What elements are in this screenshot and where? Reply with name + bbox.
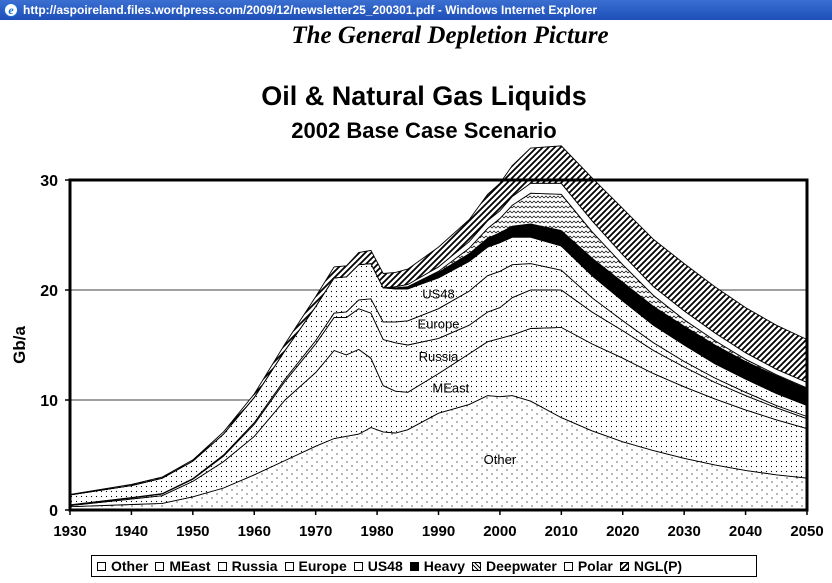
x-tick-label: 2020	[606, 523, 639, 540]
legend-label: NGL(P)	[633, 558, 683, 574]
legend-swatch	[409, 561, 419, 571]
region-label-russia: Russia	[419, 349, 460, 364]
legend-item-meast: MEast	[155, 558, 211, 574]
legend-label: Russia	[231, 558, 278, 574]
y-tick-label: 30	[40, 173, 58, 190]
legend-swatch	[353, 561, 363, 571]
region-label-europe: Europe	[418, 317, 460, 332]
legend-swatch	[155, 561, 165, 571]
legend-label: US48	[367, 558, 403, 574]
x-tick-label: 2040	[729, 523, 762, 540]
legend-swatch	[97, 561, 106, 571]
legend-swatch	[619, 561, 629, 571]
legend-item-russia: Russia	[217, 558, 278, 574]
x-tick-label: 1970	[299, 523, 332, 540]
x-tick-label: 1980	[360, 523, 393, 540]
legend-item-ngl-p-: NGL(P)	[619, 558, 683, 574]
legend-item-europe: Europe	[284, 558, 347, 574]
legend-label: Other	[111, 558, 149, 574]
y-tick-label: 0	[49, 503, 58, 520]
x-tick-label: 2030	[667, 523, 700, 540]
legend-label: Heavy	[423, 558, 466, 574]
x-tick-label: 1960	[238, 523, 271, 540]
legend-swatch	[284, 561, 294, 571]
y-tick-label: 20	[40, 283, 58, 300]
legend-swatch	[472, 561, 482, 571]
window-titlebar: e http://aspoireland.files.wordpress.com…	[0, 0, 832, 20]
x-tick-label: 2010	[545, 523, 578, 540]
legend-label: Europe	[298, 558, 347, 574]
legend-swatch	[217, 561, 227, 571]
legend-item-us48: US48	[353, 558, 403, 574]
chart-legend: Other MEast Russia Europe US48 Heavy Deepwater…	[91, 555, 757, 577]
chart-title: Oil & Natural Gas Liquids	[261, 81, 587, 111]
legend-label: Polar	[577, 558, 613, 574]
chart-subtitle: 2002 Base Case Scenario	[291, 118, 557, 143]
legend-item-heavy: Heavy	[409, 558, 466, 574]
x-tick-label: 1940	[115, 523, 148, 540]
legend-label: MEast	[169, 558, 211, 574]
legend-label: Deepwater	[486, 558, 557, 574]
svg-text:e: e	[8, 3, 14, 17]
x-tick-label: 2050	[790, 523, 823, 540]
legend-item-polar: Polar	[563, 558, 613, 574]
window-title: http://aspoireland.files.wordpress.com/2…	[23, 3, 598, 17]
y-tick-label: 10	[40, 393, 58, 410]
region-label-meast: MEast	[432, 381, 469, 396]
x-tick-label: 1950	[176, 523, 209, 540]
ie-icon: e	[3, 2, 19, 18]
region-label-us48: US48	[422, 286, 455, 301]
document-heading: The General Depletion Picture	[291, 22, 609, 49]
x-tick-label: 1930	[53, 523, 86, 540]
legend-item-deepwater: Deepwater	[472, 558, 557, 574]
x-tick-label: 1990	[422, 523, 455, 540]
legend-item-other: Other	[97, 558, 148, 574]
y-axis-label: Gb/a	[10, 326, 29, 364]
region-label-other: Other	[484, 452, 517, 467]
legend-swatch	[563, 561, 573, 571]
x-tick-label: 2000	[483, 523, 516, 540]
